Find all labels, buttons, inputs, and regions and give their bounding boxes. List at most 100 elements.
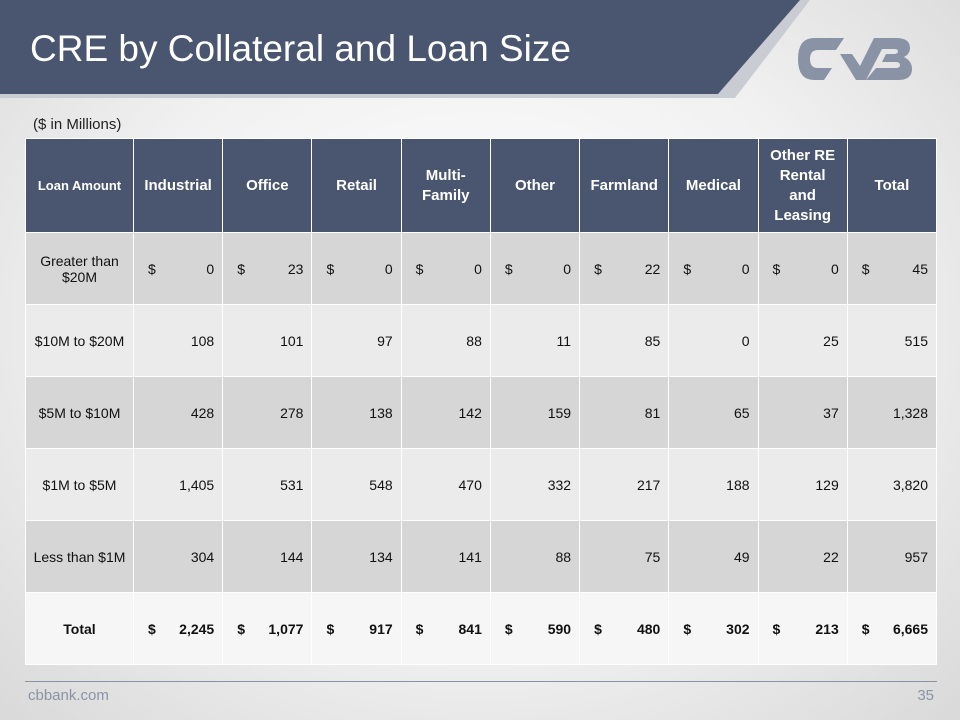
cell: $480	[579, 592, 670, 665]
cell-value: 144	[280, 548, 304, 565]
cell-value: 97	[377, 332, 393, 349]
cell: 3,820	[846, 448, 938, 521]
cell: 88	[400, 304, 491, 377]
currency-sign: $	[326, 620, 335, 637]
cell-value: 841	[458, 620, 482, 637]
cell-value: 480	[636, 620, 661, 637]
column-header: Total	[846, 138, 938, 233]
column-header: Other RE Rental and Leasing	[757, 138, 848, 233]
currency-sign: $	[772, 260, 781, 277]
cell: $6,665	[846, 592, 938, 665]
currency-sign: $	[504, 620, 513, 637]
cell: 0	[668, 304, 759, 377]
cell-value: 108	[190, 332, 215, 349]
cell: 22	[757, 520, 848, 593]
footer-site: cbbank.com	[28, 687, 109, 704]
cell-value: 278	[280, 404, 304, 421]
cell: 515	[846, 304, 938, 377]
cell-value: 85	[644, 332, 661, 349]
cell-value: 470	[458, 476, 482, 493]
cell: 332	[489, 448, 581, 521]
table-row: $1M to $5M 1,405 531 548 470 332 217 188 129 3,82…	[25, 448, 938, 521]
cell-value: 159	[547, 404, 572, 421]
cell: 101	[222, 304, 313, 377]
cell: 85	[579, 304, 670, 377]
column-header: Multi-Family	[400, 138, 491, 233]
currency-sign: $	[326, 260, 335, 277]
cell-value: 0	[830, 260, 839, 277]
cell: 548	[311, 448, 402, 521]
cell: 278	[222, 376, 313, 449]
currency-sign: $	[772, 620, 781, 637]
cell: 88	[489, 520, 581, 593]
cell-value: 304	[190, 548, 215, 565]
cell-value: 101	[280, 332, 304, 349]
cell-value: 0	[741, 332, 750, 349]
cell-value: 217	[636, 476, 661, 493]
cell-value: 22	[823, 548, 839, 565]
cell-value: 6,665	[892, 620, 928, 637]
cell: $0	[668, 232, 759, 305]
currency-sign: $	[504, 260, 513, 277]
column-header: Office	[222, 138, 313, 233]
currency-sign: $	[861, 620, 870, 637]
column-header: Medical	[668, 138, 759, 233]
cell-value: 332	[547, 476, 572, 493]
cell: 75	[579, 520, 670, 593]
cell-value: 81	[644, 404, 661, 421]
cell: 37	[757, 376, 848, 449]
currency-sign: $	[148, 260, 156, 277]
cell-value: 138	[369, 404, 393, 421]
cell-value: 957	[904, 548, 928, 565]
cell: 134	[311, 520, 402, 593]
cell: 65	[668, 376, 759, 449]
cell-value: 141	[458, 548, 482, 565]
cell: $22	[579, 232, 670, 305]
cell: 97	[311, 304, 402, 377]
table-row: Greater than $20M $0 $23 $0 $0 $0 $22 $0 $0 $45	[25, 232, 938, 305]
currency-sign: $	[415, 620, 424, 637]
cell-value: 88	[555, 548, 572, 565]
cell-value: 0	[563, 260, 572, 277]
cell-value: 142	[458, 404, 482, 421]
cell-value: 0	[384, 260, 393, 277]
cell: $1,077	[222, 592, 313, 665]
row-label: $10M to $20M	[25, 304, 134, 377]
column-header: Industrial	[132, 138, 224, 233]
cell: $917	[311, 592, 402, 665]
cell-value: 1,405	[179, 476, 215, 493]
footer-rule	[25, 681, 937, 682]
cell: 217	[579, 448, 670, 521]
title-banner	[0, 0, 810, 98]
cell-value: 25	[823, 332, 839, 349]
cell: 11	[489, 304, 581, 377]
cell-value: 88	[466, 332, 482, 349]
cell: $2,245	[132, 592, 224, 665]
cell-value: 0	[474, 260, 482, 277]
cell: 141	[400, 520, 491, 593]
cell: 428	[132, 376, 224, 449]
cell-value: 917	[369, 620, 393, 637]
cell: $23	[222, 232, 313, 305]
cell-value: 531	[280, 476, 304, 493]
cell: 470	[400, 448, 491, 521]
cell-value: 134	[369, 548, 393, 565]
cell: 1,405	[132, 448, 224, 521]
cell: 304	[132, 520, 224, 593]
header-row: Loan Amount Industrial Office Retail Multi-F…	[25, 138, 938, 233]
currency-sign: $	[683, 260, 692, 277]
cell-value: 590	[547, 620, 572, 637]
row-label: Less than $1M	[25, 520, 134, 593]
cell: 957	[846, 520, 938, 593]
currency-sign: $	[148, 620, 156, 637]
cell-value: 213	[815, 620, 839, 637]
slide-title: CRE by Collateral and Loan Size	[30, 28, 571, 69]
cell: $0	[489, 232, 581, 305]
currency-sign: $	[237, 620, 246, 637]
cell-value: 188	[726, 476, 750, 493]
column-header: Loan Amount	[25, 138, 134, 233]
cell-value: 3,820	[892, 476, 928, 493]
cell: $213	[757, 592, 848, 665]
cell-value: 22	[644, 260, 661, 277]
cell: $0	[311, 232, 402, 305]
